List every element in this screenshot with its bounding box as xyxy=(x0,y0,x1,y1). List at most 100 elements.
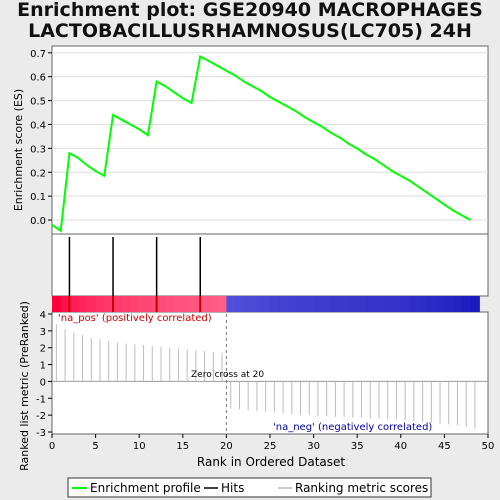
legend-enrichment-label: Enrichment profile xyxy=(90,481,201,495)
legend-box xyxy=(67,477,432,498)
es-panel xyxy=(51,45,489,235)
ranked-y-ticks: -3 -2 -1 0 1 2 3 4 xyxy=(36,310,52,439)
x-tick-label: 45 xyxy=(438,441,451,452)
color-bar-segment xyxy=(208,296,219,312)
hit-markers xyxy=(68,237,201,296)
color-bar-segment xyxy=(86,296,97,312)
color-bar-segment xyxy=(453,296,463,312)
color-bar-segment xyxy=(322,296,332,312)
color-bar-segment xyxy=(104,296,114,312)
color-bar-segment xyxy=(261,296,271,312)
color-bar-segment xyxy=(461,296,472,312)
color-bar-segment xyxy=(278,296,289,312)
es-y-tick-label: 0.7 xyxy=(30,49,46,60)
color-bar-segment xyxy=(182,296,193,312)
color-bar-segment xyxy=(243,296,254,312)
color-bar-segment xyxy=(331,296,341,312)
es-y-tick-label: 0.2 xyxy=(30,168,46,179)
x-tick-label: 0 xyxy=(49,441,55,452)
ranked-y-tick-label: 3 xyxy=(40,327,46,338)
x-axis-label: Rank in Ordered Dataset xyxy=(197,455,345,469)
chart-title: Enrichment plot: GSE20940 MACROPHAGES LA… xyxy=(0,0,500,42)
color-bar-segment xyxy=(365,296,376,312)
ranked-y-tick-label: -2 xyxy=(36,411,46,422)
es-y-tick-label: 0.6 xyxy=(30,73,46,84)
color-bar-segment xyxy=(235,296,245,312)
color-bar-segment xyxy=(191,296,201,312)
ranked-y-axis-label: Ranked list metric (PreRanked) xyxy=(18,301,31,471)
x-tick-label: 50 xyxy=(482,441,495,452)
color-bar-segment xyxy=(95,296,105,312)
color-bar xyxy=(52,296,480,312)
ranked-y-tick-label: 1 xyxy=(40,361,46,372)
color-bar-segment xyxy=(392,296,402,312)
pos-label: 'na_pos' (positively correlated) xyxy=(58,313,212,324)
x-tick-label: 10 xyxy=(133,441,146,452)
x-tick-label: 40 xyxy=(394,441,407,452)
color-bar-segment xyxy=(444,296,454,312)
color-bar-segment xyxy=(409,296,419,312)
color-bar-segment xyxy=(78,296,88,312)
color-bar-segment xyxy=(418,296,428,312)
es-y-axis-label: Enrichment score (ES) xyxy=(12,89,25,211)
ranked-y-tick-label: -1 xyxy=(36,394,46,405)
color-bar-segment xyxy=(426,296,437,312)
x-tick-label: 20 xyxy=(220,441,233,452)
color-bar-segment xyxy=(121,296,132,312)
color-bar-segment xyxy=(470,296,480,312)
legend-hits-label: Hits xyxy=(221,481,244,495)
x-tick-label: 30 xyxy=(307,441,320,452)
x-tick-label: 35 xyxy=(351,441,364,452)
chart-title-line-1: Enrichment plot: GSE20940 MACROPHAGES xyxy=(17,0,483,21)
zero-cross-label: Zero cross at 20 xyxy=(191,370,264,380)
color-bar-segment xyxy=(357,296,367,312)
color-bar-segment xyxy=(313,296,323,312)
color-bar-segment xyxy=(69,296,79,312)
x-tick-label: 5 xyxy=(92,441,98,452)
es-y-tick-label: 0.4 xyxy=(30,120,46,131)
color-bar-segment xyxy=(52,296,62,312)
color-bar-segment xyxy=(200,296,210,312)
color-bar-segment xyxy=(400,296,411,312)
legend-ranking-label: Ranking metric scores xyxy=(295,481,428,495)
color-bar-segment xyxy=(304,296,315,312)
es-y-tick-label: 0.0 xyxy=(30,216,46,227)
color-bar-segment xyxy=(113,296,123,312)
ranked-y-tick-label: 4 xyxy=(40,310,46,321)
color-bar-segment xyxy=(435,296,445,312)
color-bar-segment xyxy=(287,296,297,312)
color-bar-segment xyxy=(252,296,262,312)
ranked-y-tick-label: 2 xyxy=(40,344,46,355)
color-bar-segment xyxy=(374,296,384,312)
ranked-y-tick-label: 0 xyxy=(40,377,46,388)
ranked-metric-bars xyxy=(52,324,488,429)
ranked-y-tick-label: -3 xyxy=(36,428,46,439)
color-bar-segment xyxy=(139,296,149,312)
chart-title-line-2: LACTOBACILLUSRHAMNOSUS(LC705) 24H xyxy=(28,20,472,42)
neg-label: 'na_neg' (negatively correlated) xyxy=(273,422,432,433)
x-tick-label: 15 xyxy=(176,441,189,452)
es-grid xyxy=(52,52,488,221)
color-bar-segment xyxy=(217,296,227,312)
color-bar-segment xyxy=(165,296,175,312)
x-tick-label: 25 xyxy=(264,441,277,452)
es-y-tick-label: 0.3 xyxy=(30,144,46,155)
x-axis-ticks: 0 5 10 15 20 25 30 35 40 45 50 xyxy=(49,434,495,452)
color-bar-segment xyxy=(147,296,158,312)
color-bar-segment xyxy=(348,296,358,312)
color-bar-segment xyxy=(296,296,306,312)
color-bar-segment xyxy=(383,296,393,312)
es-y-ticks: 0.0 0.1 0.2 0.3 0.4 0.5 0.6 0.7 xyxy=(30,49,52,227)
color-bar-segment xyxy=(156,296,166,312)
ranked-panel xyxy=(51,311,489,435)
hits-panel xyxy=(51,233,489,297)
color-bar-segment xyxy=(130,296,140,312)
color-bar-segment xyxy=(174,296,184,312)
es-y-tick-label: 0.5 xyxy=(30,97,46,108)
enrichment-profile-line xyxy=(51,54,472,233)
es-y-tick-label: 0.1 xyxy=(30,192,46,203)
color-bar-segment xyxy=(60,296,71,312)
color-bar-segment xyxy=(339,296,350,312)
color-bar-segment xyxy=(226,296,236,312)
